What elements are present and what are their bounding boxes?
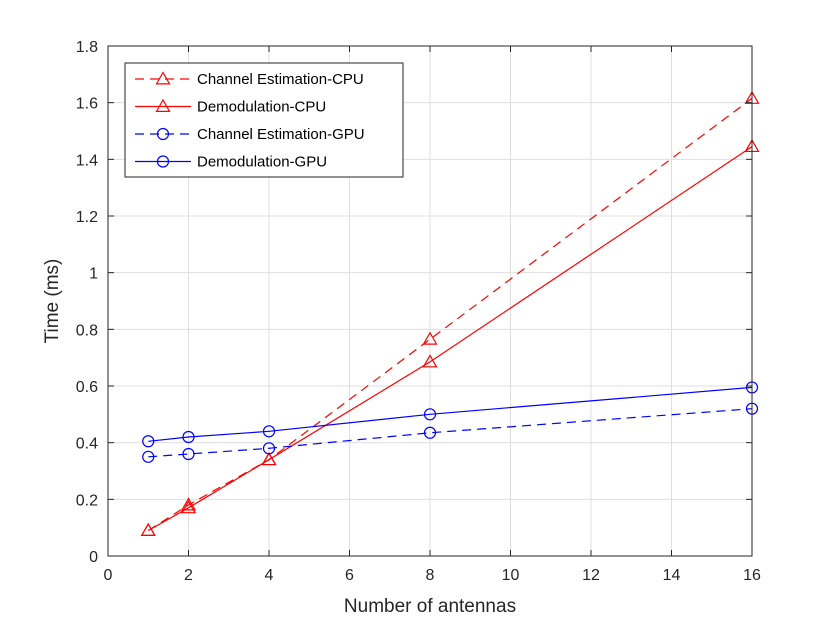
- y-axis-label: Time (ms): [42, 259, 63, 344]
- legend-item: Demodulation-GPU: [135, 154, 327, 171]
- x-tick-label: 4: [265, 567, 274, 584]
- x-tick-label: 10: [502, 567, 520, 584]
- data-point: [261, 451, 277, 466]
- legend-label: Demodulation-CPU: [197, 99, 326, 116]
- legend-marker: [156, 155, 170, 168]
- legend: Channel Estimation-CPU Demodulation-CPU Ch…: [124, 62, 404, 178]
- data-point: [262, 425, 276, 438]
- data-point: [422, 331, 438, 345]
- data-point: [423, 408, 437, 421]
- data-point: [422, 354, 438, 368]
- y-tick-label: 0.8: [76, 322, 98, 339]
- series-4: [142, 381, 759, 448]
- legend-label: Channel Estimation-GPU: [197, 126, 365, 143]
- legend-box: [124, 62, 404, 178]
- data-point: [180, 500, 197, 514]
- data-point: [140, 522, 156, 536]
- y-tick-label: 0.6: [76, 379, 98, 396]
- legend-marker: [155, 98, 171, 112]
- data-point: [423, 426, 437, 439]
- x-tick-label: 6: [345, 567, 354, 584]
- x-tick-label: 14: [663, 567, 681, 584]
- data-point: [182, 447, 195, 461]
- tick-marks: [107, 45, 753, 557]
- x-tick-label: 16: [743, 567, 761, 584]
- y-tick-label: 1.8: [76, 39, 98, 56]
- legend-item: Channel Estimation-GPU: [135, 126, 365, 143]
- series-line: [148, 386, 753, 442]
- tick-labels: 0 2 4 6 8 10 12 14 16 0 0.2 0.4 0.6 0.8 1 1.2 1.4 1.6 1.8: [76, 39, 761, 584]
- series-group: [140, 90, 760, 536]
- x-tick-label: 0: [104, 567, 113, 584]
- data-point: [182, 430, 195, 444]
- x-tick-label: 2: [184, 567, 193, 584]
- legend-label: Channel Estimation-CPU: [197, 71, 364, 88]
- y-tick-label: 0.4: [76, 436, 98, 453]
- data-point: [142, 435, 155, 448]
- data-point: [262, 442, 276, 455]
- x-tick-label: 12: [582, 567, 600, 584]
- legend-item: Demodulation-CPU: [135, 99, 326, 116]
- legend-label: Demodulation-GPU: [197, 154, 327, 171]
- y-tick-label: 1.2: [76, 209, 98, 226]
- legend-marker: [155, 71, 171, 85]
- x-tick-label: 8: [426, 567, 435, 584]
- y-tick-label: 1: [89, 266, 98, 283]
- x-axis-label: Number of antennas: [344, 596, 516, 617]
- legend-marker: [156, 127, 170, 141]
- y-tick-label: 1.6: [76, 96, 98, 113]
- data-point: [180, 497, 197, 511]
- y-tick-label: 1.4: [76, 152, 98, 169]
- data-point: [142, 450, 155, 463]
- y-tick-label: 0.2: [76, 492, 98, 509]
- series-2: [140, 138, 760, 536]
- y-tick-label: 0: [89, 549, 98, 566]
- legend-item: Channel Estimation-CPU: [135, 71, 364, 88]
- series-line: [148, 146, 753, 532]
- series-line: [148, 408, 753, 458]
